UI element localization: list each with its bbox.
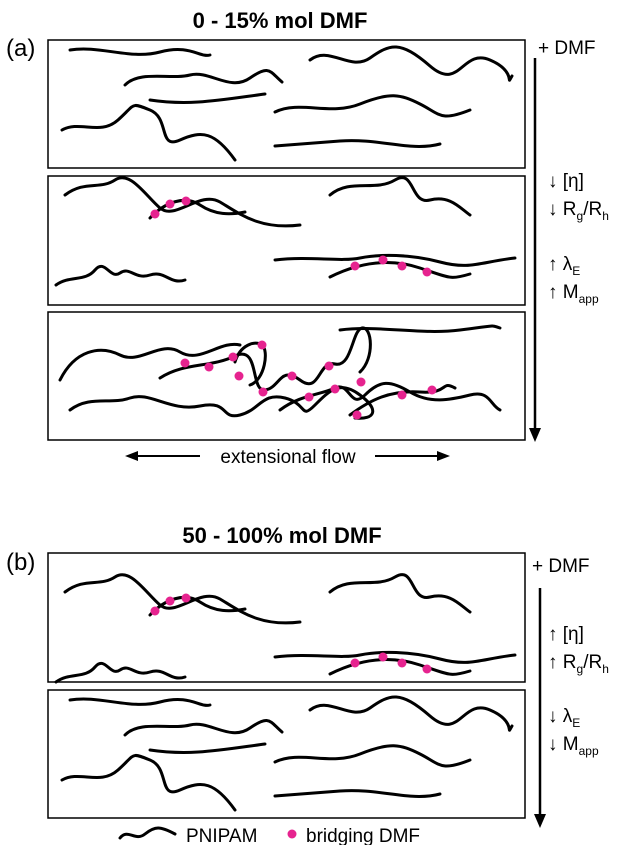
annotation: ↑ Rg/Rh bbox=[548, 652, 609, 676]
stretched-chains bbox=[58, 324, 502, 420]
text-part: ↑ λ bbox=[548, 254, 573, 275]
text-part: E bbox=[572, 716, 580, 730]
annotation: ↓ [η] bbox=[548, 171, 584, 192]
annotation: ↑ λE bbox=[548, 254, 580, 278]
panel-b-label: (b) bbox=[6, 549, 35, 576]
box bbox=[47, 689, 526, 819]
legend-dot-label: bridging DMF bbox=[306, 826, 420, 845]
text-part: g bbox=[577, 209, 584, 223]
text-part: app bbox=[579, 292, 599, 306]
text-part: E bbox=[572, 264, 580, 278]
annotation: ↓ λE bbox=[548, 706, 580, 730]
chains bbox=[54, 176, 517, 287]
box bbox=[47, 175, 526, 306]
box bbox=[47, 39, 526, 169]
panel-a-title: 0 - 15% mol DMF bbox=[193, 8, 368, 33]
box bbox=[47, 311, 526, 441]
annotation: ↑ Mapp bbox=[548, 282, 599, 306]
panel-b-title: 50 - 100% mol DMF bbox=[182, 523, 381, 548]
text-part: /R bbox=[583, 199, 602, 220]
legend-dot bbox=[287, 829, 297, 839]
text-part: ↓ M bbox=[548, 734, 579, 755]
text-part: ↓ λ bbox=[548, 706, 573, 727]
direction-label: + DMF bbox=[532, 556, 590, 577]
text-part: ↑ [η] bbox=[548, 624, 584, 645]
annotation: ↓ Rg/Rh bbox=[548, 199, 609, 223]
chains bbox=[54, 573, 517, 684]
direction-arrow bbox=[534, 588, 546, 828]
legend-chain bbox=[118, 826, 177, 840]
text-part: g bbox=[577, 662, 584, 676]
annotation: ↑ [η] bbox=[548, 624, 584, 645]
text-part: ↓ R bbox=[548, 199, 577, 220]
annotation: ↓ Mapp bbox=[548, 734, 599, 758]
flow-label: extensional flow bbox=[220, 447, 355, 468]
text-part: /R bbox=[583, 652, 602, 673]
legend-chain-label: PNIPAM bbox=[186, 826, 257, 845]
text-part: ↓ [η] bbox=[548, 171, 584, 192]
text-part: h bbox=[602, 662, 609, 676]
text-part: app bbox=[579, 744, 599, 758]
text-part: ↑ R bbox=[548, 652, 577, 673]
text-part: ↑ M bbox=[548, 282, 579, 303]
flow-arrow bbox=[125, 451, 450, 461]
direction-arrow bbox=[529, 58, 541, 442]
text-part: h bbox=[602, 209, 609, 223]
direction-label: + DMF bbox=[538, 38, 596, 59]
box bbox=[47, 552, 526, 683]
chains bbox=[60, 45, 514, 162]
chains bbox=[60, 695, 514, 812]
panel-a-label: (a) bbox=[6, 35, 35, 62]
